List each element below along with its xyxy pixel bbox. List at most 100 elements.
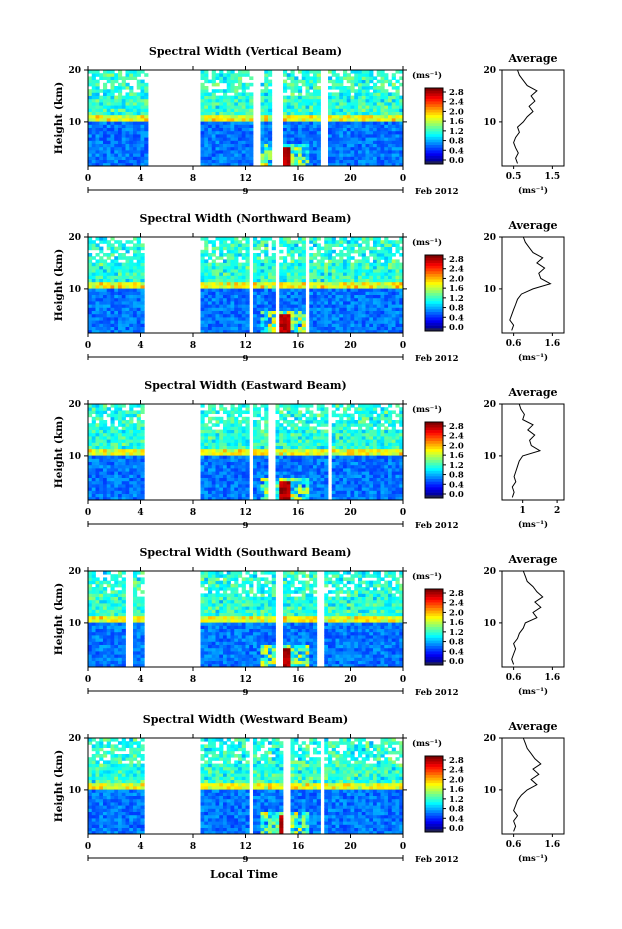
heatmap-cell xyxy=(238,118,243,122)
heatmap-cell xyxy=(358,95,363,100)
heatmap-cell xyxy=(140,323,145,327)
heatmap-cell xyxy=(133,95,138,100)
heatmap-cell xyxy=(136,121,141,125)
heatmap-cell xyxy=(95,464,100,469)
heatmap-cell xyxy=(223,262,228,267)
heatmap-cell xyxy=(223,487,228,491)
heatmap-cell xyxy=(129,407,134,411)
heatmap-cell xyxy=(226,86,231,90)
heatmap-cell xyxy=(361,281,366,286)
heatmap-cell xyxy=(211,288,216,292)
heatmap-cell xyxy=(103,137,108,141)
heatmap-cell xyxy=(245,471,250,475)
heatmap-cell xyxy=(260,471,265,475)
heatmap-cell xyxy=(354,159,359,164)
heatmap-cell xyxy=(331,108,336,112)
heatmap-cell xyxy=(223,423,228,427)
heatmap-cell xyxy=(301,111,306,116)
heatmap-cell xyxy=(350,79,355,84)
heatmap-cell xyxy=(313,143,318,148)
heatmap-cell xyxy=(91,137,96,141)
heatmap-cell xyxy=(298,98,303,103)
heatmap-cell xyxy=(140,272,145,276)
heatmap-cell xyxy=(346,153,351,157)
heatmap-cell xyxy=(223,307,228,311)
heatmap-cell xyxy=(234,455,239,459)
heatmap-cell xyxy=(129,291,134,295)
heatmap-cell xyxy=(316,487,321,491)
heatmap-cell xyxy=(245,477,250,482)
heatmap-cell xyxy=(380,317,385,321)
heatmap-cell xyxy=(256,317,261,321)
heatmap-cell xyxy=(133,137,138,141)
heatmap-cell xyxy=(279,493,284,498)
heatmap-cell xyxy=(140,313,145,318)
profile-x-tick-label: 0.5 xyxy=(506,172,522,182)
heatmap-cell xyxy=(241,140,246,144)
heatmap-cell xyxy=(211,153,216,157)
heatmap-cell xyxy=(290,114,295,119)
heatmap-cell xyxy=(215,320,220,324)
heatmap-cell xyxy=(133,134,138,138)
heatmap-cell xyxy=(241,458,246,462)
heatmap-cell xyxy=(241,487,246,491)
heatmap-cell xyxy=(290,105,295,109)
heatmap-cell xyxy=(399,317,404,321)
heatmap-cell xyxy=(264,416,269,421)
heatmap-cell xyxy=(373,92,378,96)
heatmap-cell xyxy=(298,285,303,289)
heatmap-cell xyxy=(99,445,104,450)
heatmap-cell xyxy=(204,95,209,100)
heatmap-cell xyxy=(238,490,243,494)
heatmap-cell xyxy=(95,153,100,157)
heatmap-cell xyxy=(275,429,280,434)
heatmap-cell xyxy=(290,140,295,144)
heatmap-cell xyxy=(373,146,378,151)
heatmap-cell xyxy=(384,281,389,286)
heatmap-cell xyxy=(140,162,145,167)
heatmap-cell xyxy=(399,294,404,299)
heatmap-cell xyxy=(391,307,396,311)
heatmap-cell xyxy=(211,162,216,167)
heatmap-cell xyxy=(294,416,299,421)
heatmap-cell xyxy=(136,448,141,453)
heatmap-cell xyxy=(106,137,111,141)
heatmap-cell xyxy=(271,253,276,257)
heatmap-cell xyxy=(343,294,348,299)
heatmap-cell xyxy=(106,121,111,125)
heatmap-cell xyxy=(328,291,333,295)
heatmap-cell xyxy=(369,326,374,331)
heatmap-cell xyxy=(286,291,291,295)
heatmap-cell xyxy=(268,146,273,151)
heatmap-cell xyxy=(354,146,359,151)
heatmap-cell xyxy=(305,407,310,411)
heatmap-cell xyxy=(133,436,138,440)
heatmap-cell xyxy=(133,484,138,488)
heatmap-cell xyxy=(365,146,370,151)
heatmap-cell xyxy=(290,70,295,74)
heatmap-cell xyxy=(305,461,310,466)
heatmap-cell xyxy=(133,471,138,475)
heatmap-cell xyxy=(200,480,205,485)
heatmap-cell xyxy=(110,310,115,315)
heatmap-cell xyxy=(211,326,216,331)
heatmap-cell xyxy=(114,281,119,286)
heatmap-cell xyxy=(125,313,130,318)
heatmap-cell xyxy=(380,281,385,286)
heatmap-cell xyxy=(95,416,100,421)
heatmap-cell xyxy=(211,458,216,462)
heatmap-cell xyxy=(384,243,389,247)
heatmap-cell xyxy=(395,262,400,267)
heatmap-cell xyxy=(343,288,348,292)
heatmap-cell xyxy=(335,310,340,315)
heatmap-cell xyxy=(200,265,205,270)
heatmap-cell xyxy=(286,423,291,427)
heatmap-cell xyxy=(298,134,303,138)
heatmap-cell xyxy=(264,256,269,260)
heatmap-cell xyxy=(204,159,209,164)
heatmap-cell xyxy=(346,118,351,122)
heatmap-cell xyxy=(395,162,400,167)
heatmap-cell xyxy=(114,297,119,302)
heatmap-cell xyxy=(346,159,351,164)
heatmap-cell xyxy=(298,329,303,334)
